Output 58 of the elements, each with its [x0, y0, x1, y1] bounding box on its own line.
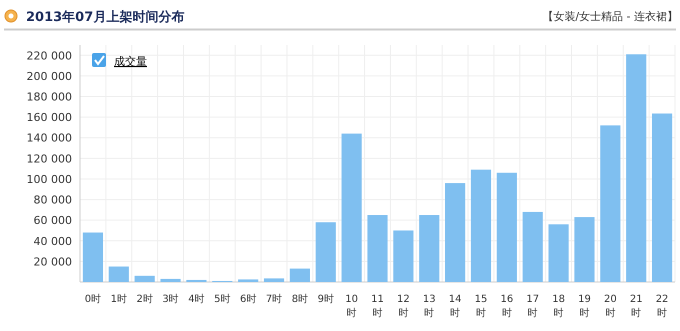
bar [600, 125, 620, 282]
x-tick-label: 4时 [188, 293, 205, 305]
x-tick-label: 22时 [656, 294, 668, 319]
bar [445, 183, 466, 282]
bar [548, 224, 569, 282]
x-tick-label: 20时 [604, 294, 617, 319]
y-tick-label: 160 000 [26, 111, 72, 124]
bar [160, 278, 181, 282]
bar [367, 215, 388, 282]
y-tick-label: 40 000 [34, 234, 72, 248]
x-tick-label: 6时 [240, 293, 256, 305]
bar [522, 212, 543, 282]
x-tick-label: 15时 [474, 294, 488, 319]
bar [574, 217, 595, 282]
x-tick-label: 19时 [578, 294, 591, 319]
bar [238, 279, 258, 282]
x-tick-label: 3时 [162, 293, 179, 305]
bar [470, 170, 492, 282]
bar [419, 215, 440, 282]
bar [626, 54, 646, 282]
bar [134, 276, 155, 282]
x-tick-label: 10时 [345, 294, 358, 319]
bar [496, 172, 517, 282]
x-tick-label: 21时 [630, 294, 643, 319]
y-tick-label: 180 000 [26, 90, 72, 104]
y-tick-label: 120 000 [26, 152, 72, 166]
bar [342, 134, 362, 282]
x-tick-label: 7时 [266, 293, 282, 305]
x-tick-label: 14时 [448, 294, 462, 319]
x-tick-label: 5时 [214, 293, 230, 305]
y-tick-label: 100 000 [26, 172, 72, 186]
bar [82, 232, 104, 282]
x-tick-label: 1时 [110, 293, 127, 305]
y-tick-label: 220 000 [26, 49, 72, 62]
bar [393, 230, 414, 282]
bar [316, 222, 336, 282]
bar [108, 266, 129, 282]
bar [652, 114, 672, 282]
chart-title: 2013年07月上架时间分布 [26, 9, 184, 25]
x-tick-label: 16时 [500, 294, 514, 319]
y-tick-label: 200 000 [26, 70, 72, 83]
bar [290, 268, 310, 282]
x-tick-label: 0时 [84, 293, 102, 305]
x-tick-label: 17时 [526, 294, 540, 319]
chart-subtitle: 【女装/女士精品 - 连衣裙】 [542, 10, 678, 23]
x-tick-label: 13时 [422, 294, 436, 319]
x-tick-label: 11时 [371, 294, 384, 319]
x-tick-label: 8时 [292, 293, 308, 305]
x-tick-label: 12时 [397, 294, 410, 319]
y-tick-label: 80 000 [34, 194, 72, 207]
x-tick-label: 9时 [318, 293, 334, 305]
x-tick-label: 2时 [136, 293, 153, 305]
y-tick-label: 140 000 [26, 132, 72, 145]
x-tick-label: 18时 [552, 294, 565, 319]
bar [264, 278, 284, 282]
y-tick-label: 60 000 [34, 214, 72, 228]
y-tick-label: 20 000 [34, 255, 72, 268]
text: 成交量 [114, 55, 147, 68]
